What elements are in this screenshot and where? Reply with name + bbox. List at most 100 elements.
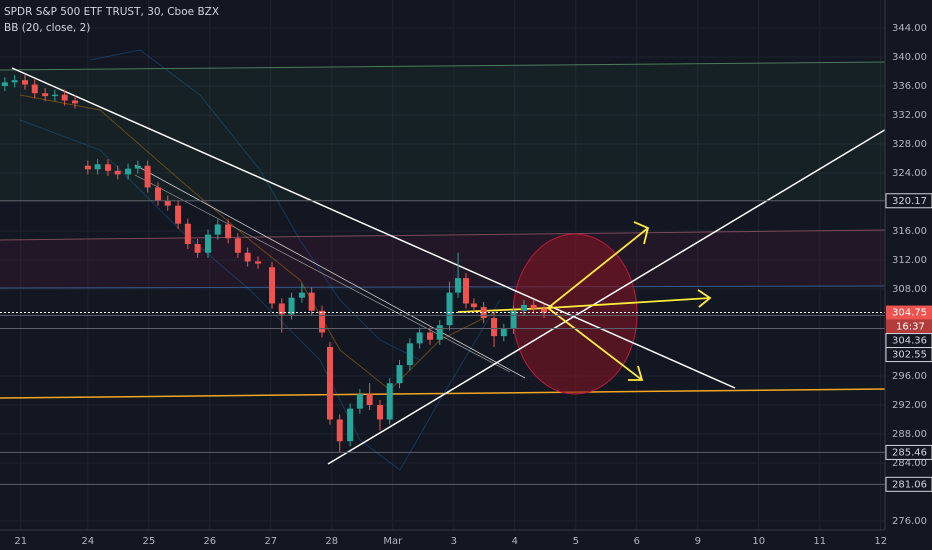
y-tick-label: 288.00 xyxy=(892,429,927,440)
trend-line xyxy=(11,67,736,389)
indicator-label: BB (20, close, 2) xyxy=(4,22,90,34)
axes: 344.00 340.00 336.00 332.00 328.00 324.00 316.… xyxy=(14,23,932,547)
price-label-box xyxy=(886,305,932,320)
price-label: 304.36 xyxy=(892,336,927,347)
candle-body xyxy=(491,317,498,337)
trend-line xyxy=(327,124,894,465)
levels xyxy=(0,200,885,485)
chart-title: SPDR S&P 500 ETF TRUST, 30, Cboe BZX xyxy=(4,6,219,18)
zone-green xyxy=(0,62,885,202)
candle-body xyxy=(114,170,121,175)
candle-body xyxy=(541,308,548,313)
support-line xyxy=(0,388,886,399)
candle-body xyxy=(426,332,433,340)
candle-body xyxy=(72,100,79,104)
candle-body xyxy=(154,187,161,201)
candle-body xyxy=(530,304,537,309)
x-tick-label: 26 xyxy=(203,536,216,547)
candle-body xyxy=(61,94,68,101)
y-tick-label: 316.00 xyxy=(892,226,927,237)
arrow xyxy=(547,307,644,381)
x-tick-label: 9 xyxy=(695,536,701,547)
price-label-box xyxy=(885,193,932,209)
y-tick-label: 332.00 xyxy=(892,110,927,121)
candle-body xyxy=(254,261,261,264)
bollinger-basis xyxy=(19,94,501,391)
x-tick-label: 6 xyxy=(634,536,640,547)
x-tick-label: 5 xyxy=(573,536,579,547)
candle-body xyxy=(31,84,38,94)
price-label: 304.75 xyxy=(892,308,927,319)
y-tick-label: 328.00 xyxy=(892,139,927,150)
arrows xyxy=(457,221,712,381)
highlight-ellipse xyxy=(512,233,638,395)
x-tick-label: 12 xyxy=(874,536,887,547)
candle-body xyxy=(470,303,477,308)
x-tick-label: Mar xyxy=(383,536,403,547)
level-line xyxy=(0,61,886,71)
y-tick-label: 324.00 xyxy=(892,168,927,179)
x-tick-label: 27 xyxy=(264,536,277,547)
candle-body xyxy=(42,93,49,97)
x-tick-label: 24 xyxy=(81,536,94,547)
price-label: 281.06 xyxy=(892,479,927,490)
candle-body xyxy=(500,328,507,337)
candle-body xyxy=(94,164,101,170)
candle-body xyxy=(225,224,232,239)
candle-body xyxy=(84,165,91,170)
price-label: 320.17 xyxy=(892,196,927,207)
candle-body xyxy=(356,394,363,409)
candle-body xyxy=(164,200,171,206)
candle-body xyxy=(446,292,453,326)
price-label-box xyxy=(885,476,932,492)
bollinger-band xyxy=(19,119,501,471)
x-tick-label: 25 xyxy=(142,536,155,547)
candle-body xyxy=(416,332,423,344)
countdown-box xyxy=(886,319,932,334)
candle-body xyxy=(336,419,343,442)
candle-body xyxy=(366,394,373,405)
arrow xyxy=(547,289,712,309)
candle-body xyxy=(396,365,403,384)
candle-body xyxy=(347,408,354,442)
trend-line xyxy=(134,174,511,373)
candle-body xyxy=(234,238,241,253)
candle-body xyxy=(298,292,305,298)
candle-body xyxy=(269,267,276,304)
y-tick-label: 296.00 xyxy=(892,371,927,382)
candle-body xyxy=(288,297,295,315)
candle-body xyxy=(244,252,251,262)
x-tick-label: 21 xyxy=(14,536,27,547)
y-tick-label: 292.00 xyxy=(892,400,927,411)
candle-body xyxy=(204,234,211,253)
price-label: 285.46 xyxy=(892,447,927,458)
y-tick-label: 336.00 xyxy=(892,81,927,92)
y-tick-label: 340.00 xyxy=(892,52,927,63)
x-tick-label: 28 xyxy=(325,536,338,547)
candle-body xyxy=(462,278,469,304)
y-tick-label: 276.00 xyxy=(892,516,927,527)
candle-body xyxy=(308,292,315,311)
candle-body xyxy=(520,304,527,311)
candle-body xyxy=(376,404,383,420)
candles xyxy=(1,75,548,453)
x-tick-label: 4 xyxy=(512,536,518,547)
candle-body xyxy=(144,165,151,188)
y-tick-label: 312.00 xyxy=(892,255,927,266)
candle-body xyxy=(11,80,18,83)
candle-body xyxy=(134,165,141,169)
price-label: 302.55 xyxy=(892,350,927,361)
candle-body xyxy=(510,310,517,329)
candle-body xyxy=(175,205,182,224)
candle-body xyxy=(125,168,132,175)
x-tick-label: 11 xyxy=(813,536,826,547)
candle-body xyxy=(386,383,393,420)
x-tick-label: 10 xyxy=(752,536,765,547)
candle-body xyxy=(194,244,201,253)
level-line xyxy=(0,285,886,289)
candle-body xyxy=(319,310,326,333)
level-line xyxy=(0,229,886,241)
candle-body xyxy=(1,82,8,86)
candle-body xyxy=(480,307,487,318)
